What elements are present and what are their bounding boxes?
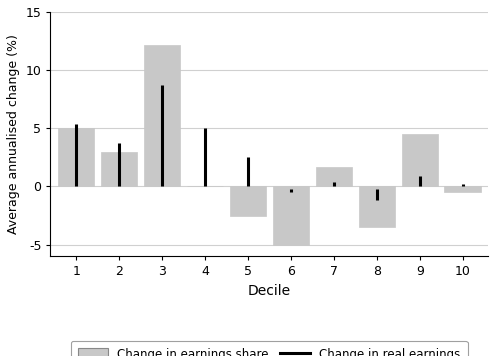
Legend: Change in earnings share, Change in real earnings: Change in earnings share, Change in real… bbox=[71, 341, 468, 356]
Bar bbox=[144, 44, 180, 187]
Bar bbox=[402, 134, 438, 187]
Bar bbox=[444, 187, 481, 192]
Bar bbox=[101, 152, 138, 187]
X-axis label: Decile: Decile bbox=[248, 284, 291, 298]
Bar bbox=[58, 128, 94, 187]
Bar bbox=[316, 167, 352, 187]
Y-axis label: Average annualised change (%): Average annualised change (%) bbox=[7, 34, 20, 234]
Bar bbox=[358, 187, 395, 227]
Bar bbox=[272, 187, 309, 245]
Bar bbox=[230, 187, 266, 216]
